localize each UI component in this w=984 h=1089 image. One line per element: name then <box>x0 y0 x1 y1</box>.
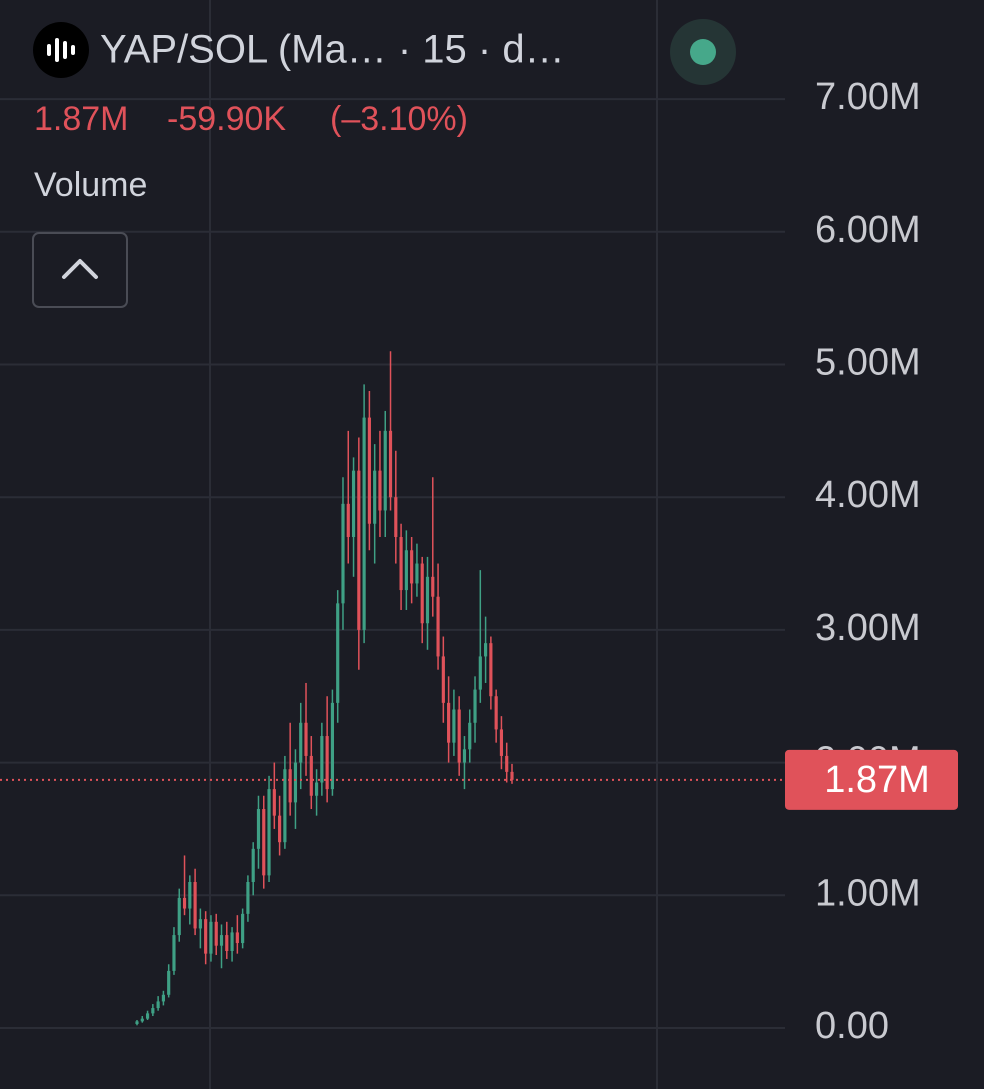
y-tick-label: 4.00M <box>815 474 921 516</box>
candle-body <box>362 417 366 630</box>
candle-body <box>436 596 440 657</box>
candle-body <box>156 1001 160 1009</box>
candle-body <box>246 882 250 914</box>
candle-body <box>272 789 276 816</box>
candle-body <box>193 882 197 929</box>
symbol-icon <box>33 22 89 78</box>
candle-body <box>447 702 451 743</box>
collapse-button[interactable] <box>32 232 128 308</box>
candle-body <box>309 755 313 796</box>
last-price-tag <box>785 749 958 810</box>
candle-body <box>341 503 345 604</box>
candle-body <box>188 882 192 909</box>
candle-body <box>325 736 329 790</box>
price-change-percent: (–3.10%) <box>330 100 468 138</box>
candle-body <box>505 755 509 772</box>
candle-body <box>182 897 187 909</box>
candle-body <box>367 417 371 524</box>
candle-body <box>172 935 176 971</box>
symbol-icon-bars <box>47 38 75 62</box>
candle-body <box>278 815 282 843</box>
y-tick-label: 3.00M <box>815 607 921 649</box>
candle-body <box>452 709 456 743</box>
candle-body <box>336 603 340 703</box>
y-tick-label: 6.00M <box>815 209 921 251</box>
y-tick-label: 0.00 <box>815 1005 889 1047</box>
candle-body <box>351 470 356 538</box>
candle-body <box>225 935 229 952</box>
candle-body <box>510 771 514 780</box>
candle-body <box>299 722 303 763</box>
candle-body <box>262 809 266 876</box>
price-axis: 0.001.00M2.00M3.00M4.00M5.00M6.00M7.00M1… <box>785 76 958 1047</box>
candle-body <box>145 1013 150 1019</box>
candle-body <box>462 749 467 763</box>
candle-body <box>177 897 181 936</box>
candle-body <box>219 935 224 946</box>
y-tick-label: 5.00M <box>815 342 921 384</box>
candle-body <box>256 809 261 849</box>
y-tick-label: 1.00M <box>815 872 921 914</box>
candle-body <box>251 848 255 883</box>
candle-body <box>388 430 393 498</box>
candle-body <box>399 537 403 591</box>
candle-body <box>410 550 414 584</box>
chevron-icon <box>62 259 98 279</box>
last-price-label: 1.87M <box>824 759 930 801</box>
grid <box>0 98 785 1029</box>
candle-body <box>473 689 477 723</box>
candle-body <box>267 789 271 876</box>
y-tick-label: 7.00M <box>815 76 921 118</box>
candle-body <box>320 736 324 783</box>
candle-body <box>484 643 488 657</box>
candle-body <box>378 470 382 511</box>
candle-body <box>241 913 245 944</box>
candle-body <box>288 769 292 803</box>
candle-body <box>394 497 398 538</box>
candle-body <box>383 430 387 511</box>
price-change: -59.90K <box>167 100 286 138</box>
candle-body <box>293 762 298 803</box>
candle-body <box>198 919 202 929</box>
candle-body <box>357 470 361 630</box>
candle-body <box>209 921 213 954</box>
candle-body <box>420 563 424 624</box>
candle-body <box>494 696 498 730</box>
symbol-title[interactable]: YAP/SOL (Ma… · 15 · d… <box>100 28 565 72</box>
candle-body <box>151 1008 155 1014</box>
candle-body <box>415 563 419 584</box>
plot <box>0 351 785 1026</box>
candle-body <box>346 503 350 538</box>
candle-body <box>235 932 239 944</box>
candle-body <box>478 656 482 690</box>
candle-body <box>330 702 335 790</box>
candle-body <box>314 782 319 796</box>
candle-body <box>283 769 287 843</box>
candle-body <box>135 1021 139 1024</box>
price: 1.87M <box>34 100 129 138</box>
candle-body <box>404 550 408 591</box>
candle-body <box>230 932 234 952</box>
candle-body <box>499 729 504 756</box>
candle-body <box>161 994 165 1002</box>
candle-body <box>167 970 171 995</box>
status-indicator <box>690 39 716 65</box>
candle-body <box>425 576 430 624</box>
candle-body <box>441 656 445 703</box>
candle-body <box>468 722 472 750</box>
candle-body <box>214 921 218 946</box>
candle-body <box>431 576 435 597</box>
indicator-label: Volume <box>34 166 147 204</box>
header: YAP/SOL (Ma… · 15 · d… 1.87M -59.90K (–3… <box>32 19 736 308</box>
candle-body <box>304 722 308 756</box>
candle-body <box>457 709 461 763</box>
candle-body <box>204 919 208 954</box>
candle-body <box>140 1018 144 1022</box>
candle-body <box>489 643 493 697</box>
candle-body <box>373 470 377 524</box>
